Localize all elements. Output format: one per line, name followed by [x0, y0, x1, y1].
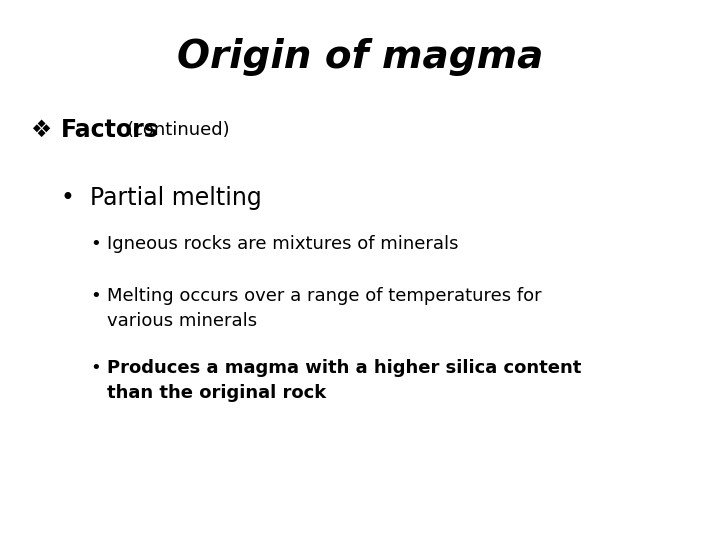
- Text: Igneous rocks are mixtures of minerals: Igneous rocks are mixtures of minerals: [107, 235, 458, 253]
- Text: ❖: ❖: [30, 118, 51, 141]
- Text: (continued): (continued): [127, 120, 230, 139]
- Text: •: •: [90, 287, 101, 305]
- Text: •: •: [90, 235, 101, 253]
- Text: Melting occurs over a range of temperatures for
various minerals: Melting occurs over a range of temperatu…: [107, 287, 541, 330]
- Text: Factors: Factors: [60, 118, 158, 141]
- Text: Produces a magma with a higher silica content
than the original rock: Produces a magma with a higher silica co…: [107, 359, 581, 402]
- Text: Origin of magma: Origin of magma: [177, 38, 543, 76]
- Text: •  Partial melting: • Partial melting: [61, 186, 262, 210]
- Text: •: •: [90, 359, 101, 377]
